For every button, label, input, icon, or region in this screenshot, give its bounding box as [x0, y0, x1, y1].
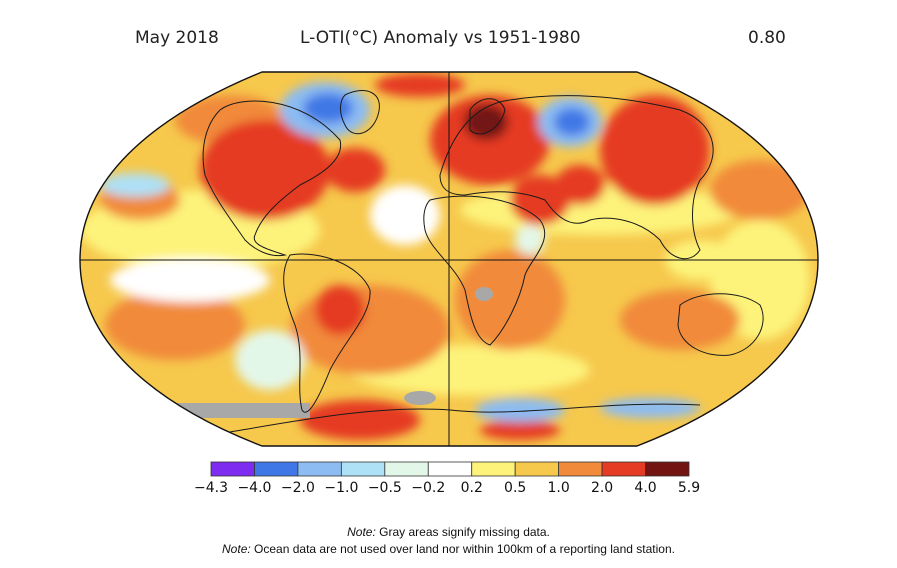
colorbar-tick-label: 4.0	[634, 480, 656, 496]
colorbar-swatch	[384, 461, 429, 477]
colorbar-tick-label: 2.0	[591, 480, 613, 496]
colorbar-tick-label: 0.2	[461, 480, 483, 496]
map-title: L-OTI(°C) Anomaly vs 1951-1980	[300, 28, 581, 48]
note-missing-data: Note: Gray areas signify missing data.	[0, 525, 897, 539]
colorbar-tick-label: 1.0	[548, 480, 570, 496]
colorbar-tick-label: 0.5	[504, 480, 526, 496]
colorbar-swatch	[471, 461, 516, 477]
colorbar-tick-label: −0.2	[411, 480, 445, 496]
note-label: Note:	[222, 542, 251, 556]
note-text: Gray areas signify missing data.	[379, 525, 550, 539]
colorbar-tick-label: 5.9	[678, 480, 700, 496]
colorbar-swatch	[601, 461, 646, 477]
note-label: Note:	[347, 525, 376, 539]
colorbar: −4.3 −4.0 −2.0 −1.0 −0.5 −0.2 0.2 0.5 1.0 2.0 4.0 5…	[194, 461, 700, 496]
colorbar-tick-label: −1.0	[324, 480, 358, 496]
colorbar-swatch	[340, 461, 386, 477]
colorbar-swatch	[514, 461, 560, 477]
anomaly-map	[79, 71, 819, 447]
note-ocean-data: Note: Ocean data are not used over land …	[0, 542, 897, 556]
coastlines	[202, 90, 764, 433]
map-border	[79, 71, 819, 447]
colorbar-tick-label: −4.0	[237, 480, 271, 496]
colorbar-tick-label: −4.3	[194, 480, 228, 496]
note-text: Ocean data are not used over land nor wi…	[254, 542, 675, 556]
colorbar-swatch	[645, 461, 690, 477]
colorbar-tick-label: −2.0	[281, 480, 315, 496]
colorbar-swatch	[558, 461, 603, 477]
colorbar-swatch	[297, 461, 342, 477]
colorbar-swatch	[427, 461, 473, 477]
colorbar-swatch	[210, 461, 255, 477]
global-mean-value: 0.80	[748, 28, 786, 48]
colorbar-labels: −4.3 −4.0 −2.0 −1.0 −0.5 −0.2 0.2 0.5 1.0 2.0 4.0 5…	[194, 480, 700, 496]
colorbar-tick-label: −0.5	[368, 480, 402, 496]
colorbar-swatch	[254, 461, 299, 477]
map-date: May 2018	[135, 28, 219, 48]
colorbar-swatches	[210, 461, 690, 477]
